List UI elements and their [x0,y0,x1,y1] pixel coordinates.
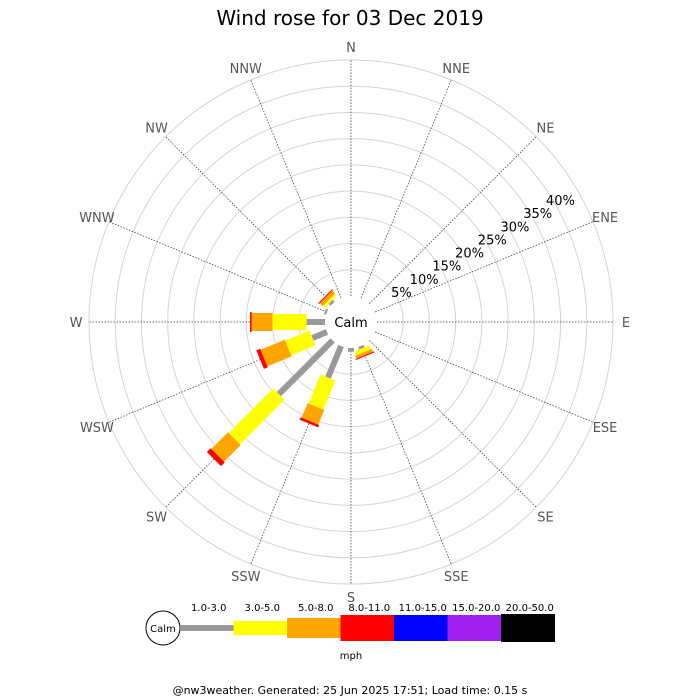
grid-spoke-se [369,340,537,508]
direction-label-nnw: NNW [230,62,262,77]
legend-swatch-5.0-8.0 [287,618,341,638]
legend-swatch-15.0-20.0 [447,615,502,641]
wind-bars [206,289,375,467]
grid-spoke-nw [165,136,333,304]
legend-swatch-11.0-15.0 [394,615,448,641]
grid-circle [114,85,588,559]
polar-grid [88,59,614,585]
direction-label-sse: SSE [444,570,469,585]
direction-label-se: SE [537,510,553,525]
footer: @nw3weather. Generated: 25 Jun 2025 17:5… [0,684,700,697]
legend-swatch-1.0-3.0 [180,625,234,631]
legend-swatch-8.0-11.0 [340,615,395,641]
bar-ssw-3.0-5.0 [308,374,336,410]
grid-spoke-ne [369,136,537,304]
bar-wnw-1.0-3.0 [323,308,329,315]
legend-label-5.0-8.0: 5.0-8.0 [298,603,333,614]
bar-sse-1.0-3.0 [358,344,365,350]
grid-spoke-sse [360,345,452,565]
bar-nw-3.0-5.0 [323,294,337,308]
bar-ssw-1.0-3.0 [325,344,344,379]
bar-wsw-3.0-5.0 [285,330,316,356]
grid-spoke-ese [374,331,594,423]
calm-circle [328,299,374,345]
direction-label-wnw: WNW [79,211,115,226]
footer-generated: Generated: 25 Jun 2025 17:51; [257,684,429,697]
bar-wsw-5.0-8.0 [260,339,292,367]
grid-spoke-nne [360,79,452,299]
footer-site: @nw3weather. [172,684,255,697]
bar-sw-1.0-3.0 [276,338,335,397]
direction-label-wsw: WSW [80,421,114,436]
radial-tick-label: 40% [546,194,575,209]
bar-nw-1.0-3.0 [328,299,335,306]
axis-labels: N NNE NE ENE E ESE SE SSE S SSW SW WSW W WNW NW NNW 5%10… [70,41,631,606]
bar-sse-3.0-5.0 [354,345,371,356]
bar-sw-5.0-8.0 [211,432,241,462]
calm-label: Calm [334,316,367,331]
calm-center: Calm [328,299,374,345]
radial-tick-label: 15% [432,260,461,275]
legend-label-15.0-20.0: 15.0-20.0 [452,603,500,614]
bar-ssw-8.0-11.0 [299,417,320,428]
radial-tick-label: 30% [501,220,530,235]
radial-tick-label: 25% [478,233,507,248]
radial-tick-label: 35% [523,207,552,222]
bar-sw-3.0-5.0 [228,388,285,445]
grid-spoke-ene [374,221,594,313]
direction-label-ne: NE [536,122,554,137]
radial-tick-label: 5% [391,286,412,301]
bar-wsw-1.0-3.0 [311,329,329,341]
direction-label-n: N [346,41,356,56]
legend-swatch-20.0-50.0 [501,614,555,642]
bar-sw-8.0-11.0 [206,448,225,467]
direction-label-ese: ESE [593,421,618,436]
grid-circle [219,190,483,454]
chart-title: Wind rose for 03 Dec 2019 [216,6,484,30]
direction-label-ssw: SSW [231,570,261,585]
legend-label-8.0-11.0: 8.0-11.0 [348,603,390,614]
direction-label-nw: NW [145,122,168,137]
bar-nw-8.0-11.0 [318,289,334,305]
bar-ssw-5.0-8.0 [301,403,325,425]
legend-label-20.0-50.0: 20.0-50.0 [506,603,554,614]
grid-spoke-wnw [108,221,328,313]
bar-nw-5.0-8.0 [319,290,336,307]
direction-label-w: W [70,316,83,331]
footer-load: Load time: 0.15 s [431,684,528,697]
direction-label-s: S [347,591,355,606]
grid-spoke-nnw [250,79,342,299]
legend-swatch-3.0-5.0 [233,621,288,635]
radial-tick-label: 20% [455,247,484,262]
legend-calm-label: Calm [150,624,176,635]
grid-circle [193,164,509,480]
legend-label-11.0-15.0: 11.0-15.0 [399,603,447,614]
legend-label-1.0-3.0: 1.0-3.0 [191,603,226,614]
bar-wsw-8.0-11.0 [256,348,268,369]
direction-label-e: E [622,316,630,331]
direction-label-sw: SW [146,510,167,525]
direction-label-nne: NNE [442,62,470,77]
grid-circle-outer [88,59,614,585]
legend-label-3.0-5.0: 3.0-5.0 [245,603,280,614]
radial-tick-label: 10% [410,273,439,288]
direction-label-ene: ENE [592,211,618,226]
bar-sse-5.0-8.0 [355,348,374,359]
speed-legend: Calm 1.0-3.0 3.0-5.0 5.0-8.0 8.0-11.0 11.0-15… [145,603,555,662]
legend-unit-label: mph [340,651,362,662]
